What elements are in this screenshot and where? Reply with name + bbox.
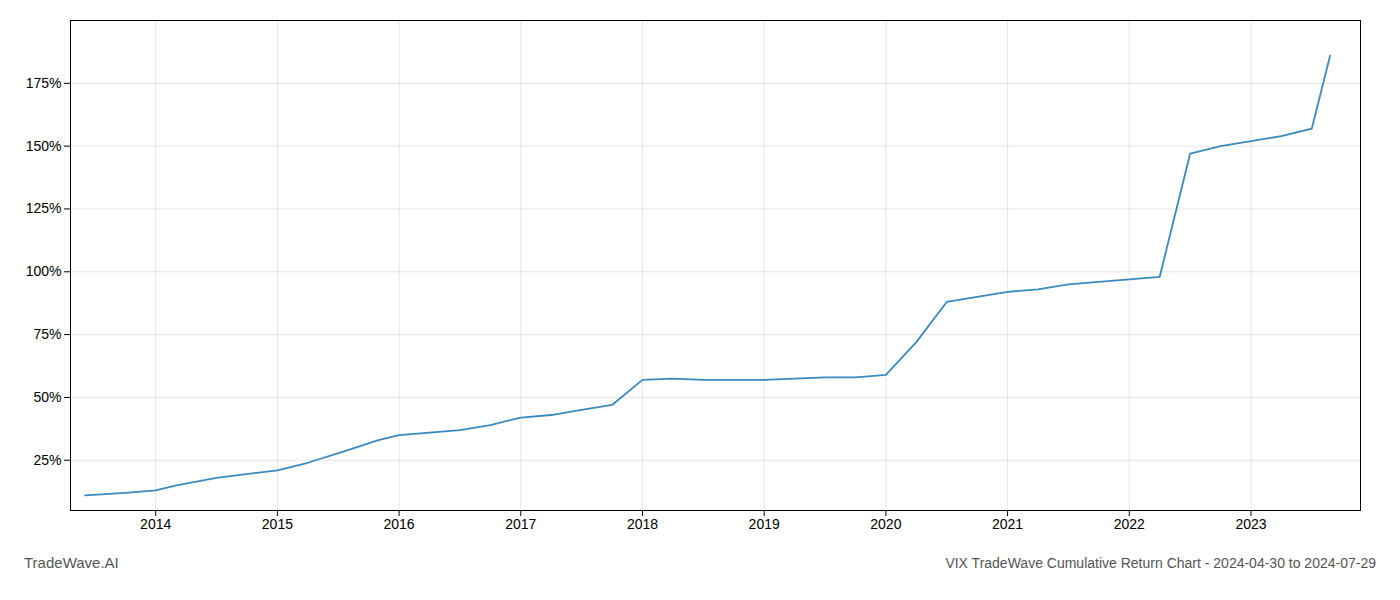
svg-text:75%: 75% — [33, 326, 61, 342]
svg-text:2023: 2023 — [1235, 516, 1266, 532]
svg-text:125%: 125% — [26, 200, 62, 216]
svg-text:2021: 2021 — [992, 516, 1023, 532]
svg-text:175%: 175% — [26, 75, 62, 91]
svg-text:2016: 2016 — [384, 516, 415, 532]
html-text:VIX TradeWave Cumulative Retur: VIX TradeWave Cumulative Return Chart - … — [945, 555, 1376, 571]
svg-text:2022: 2022 — [1114, 516, 1145, 532]
svg-text:2015: 2015 — [262, 516, 293, 532]
svg-text:25%: 25% — [33, 452, 61, 468]
svg-text:2019: 2019 — [749, 516, 780, 532]
svg-text:100%: 100% — [26, 263, 62, 279]
html-text:TradeWave.AI: TradeWave.AI — [24, 554, 119, 571]
svg-text:150%: 150% — [26, 138, 62, 154]
svg-text:2020: 2020 — [870, 516, 901, 532]
svg-text:2017: 2017 — [505, 516, 536, 532]
svg-text:2018: 2018 — [627, 516, 658, 532]
svg-text:2014: 2014 — [140, 516, 171, 532]
svg-text:50%: 50% — [33, 389, 61, 405]
